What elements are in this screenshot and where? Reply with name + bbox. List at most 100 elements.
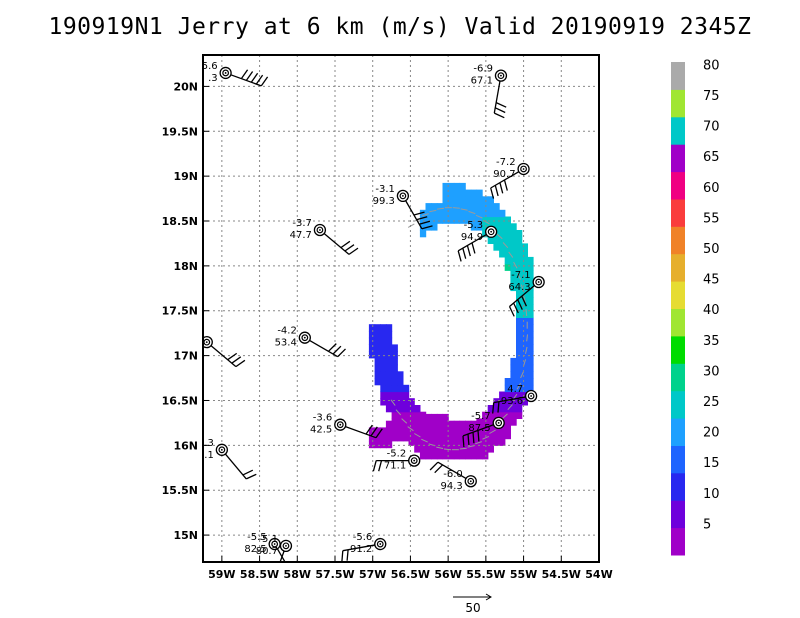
dropsonde-bottom-label: 71.1 (384, 461, 406, 472)
dropsonde-bottom-label: 53.4 (275, 338, 297, 349)
field-cell (453, 434, 461, 442)
dropsonde-top-label: -6.0 (443, 469, 463, 480)
field-cell (385, 391, 393, 399)
field-cell (368, 440, 376, 449)
field-cell (448, 203, 455, 211)
field-cell (442, 413, 449, 422)
wind-vector (443, 448, 452, 451)
dropsonde (203, 336, 246, 368)
wind-barb-flag (242, 469, 254, 476)
dropsonde-top-label: -5.1 (258, 534, 278, 545)
field-cell (499, 230, 506, 238)
field-cell (459, 452, 466, 460)
dropsonde-top-label: -5.2 (387, 449, 407, 460)
dropsonde: -5.180.7 (256, 534, 293, 562)
field-cell (414, 413, 421, 422)
dropsonde-marker-inner (399, 192, 407, 200)
field-cell (402, 384, 410, 393)
field-cell (499, 250, 506, 258)
colorbar-label: 65 (703, 150, 720, 165)
field-cell (487, 216, 494, 224)
field-cell (448, 182, 455, 191)
field-cell (516, 263, 523, 271)
field-cell (476, 196, 483, 204)
field-cell (510, 364, 517, 372)
dropsonde-bottom-label: 87.5 (468, 423, 490, 434)
wind-barb-flag (513, 302, 519, 314)
field-cell (499, 223, 506, 231)
dropsonde-marker-dot (522, 168, 525, 170)
field-cell (493, 431, 500, 440)
field-cell (448, 189, 455, 197)
field-cell (380, 364, 387, 372)
wind-barb-staff (509, 281, 540, 307)
wind-barb-flag (332, 345, 342, 355)
field-cell (459, 189, 466, 197)
field-cell (453, 427, 461, 435)
field-cell (476, 434, 483, 442)
field-cell (402, 398, 410, 406)
field-cell (521, 277, 528, 285)
field-cell (527, 263, 534, 271)
dropsonde: -6.967.1 (471, 64, 508, 119)
field-cell (516, 405, 523, 413)
wind-vector (429, 209, 437, 213)
field-cell (459, 182, 466, 191)
field-cell (453, 182, 461, 191)
field-cell (414, 434, 421, 442)
field-cell (448, 209, 455, 218)
colorbar-swatch (671, 116, 685, 145)
y-tick-label: 19N (173, 170, 198, 183)
wind-barb-flag (337, 348, 346, 358)
x-tick-label: 57W (359, 568, 386, 581)
field-cell (374, 378, 381, 386)
field-cell (448, 427, 455, 435)
field-cell (521, 337, 528, 345)
field-cell (527, 304, 534, 312)
dropsonde-top-label: -4.2 (277, 326, 297, 337)
field-cell (380, 378, 387, 386)
field-cell (380, 434, 387, 442)
colorbar-label: 10 (703, 487, 720, 502)
field-cell (380, 427, 387, 435)
colorbar-label: 15 (703, 456, 720, 471)
y-tick-label: 15.5N (162, 484, 198, 497)
field-cell (499, 391, 506, 399)
field-cell (521, 384, 528, 393)
colorbar-swatch (671, 418, 685, 446)
dropsonde: -5.394.9 (457, 220, 498, 262)
field-cell (527, 344, 534, 352)
dropsonde: -7.290.7 (490, 157, 530, 199)
wind-barb-flag (260, 76, 269, 87)
field-cell (459, 427, 466, 435)
field-cell (499, 209, 506, 218)
field-cell (402, 434, 410, 442)
field-cell (397, 420, 404, 428)
field-cell (516, 357, 523, 366)
field-cell (425, 420, 432, 428)
dropsonde: -3.642.5 (310, 413, 383, 439)
field-cell (414, 405, 421, 413)
field-cell (459, 209, 466, 218)
field-cell (482, 209, 489, 218)
field-cell (465, 196, 472, 204)
field-cell (482, 431, 489, 440)
field-cell (527, 297, 534, 305)
field-cell (487, 445, 494, 453)
colorbar-swatch (671, 500, 685, 529)
field-cell (391, 427, 398, 435)
y-tick-label: 18.5N (162, 215, 198, 228)
dropsonde-marker-inner (495, 419, 503, 427)
dropsonde: -5.691.2 (341, 532, 387, 562)
field-cell (448, 196, 455, 204)
field-cell (499, 398, 506, 406)
dropsonde: 5.6.3 (203, 61, 269, 87)
wind-vector (421, 438, 428, 443)
field-cell (380, 440, 387, 449)
wind-barb-flag (492, 402, 495, 414)
field-cell (419, 216, 427, 224)
field-cell (419, 413, 427, 422)
field-cell (504, 216, 511, 224)
colorbar-swatch (671, 472, 685, 501)
field-cell (459, 216, 466, 224)
